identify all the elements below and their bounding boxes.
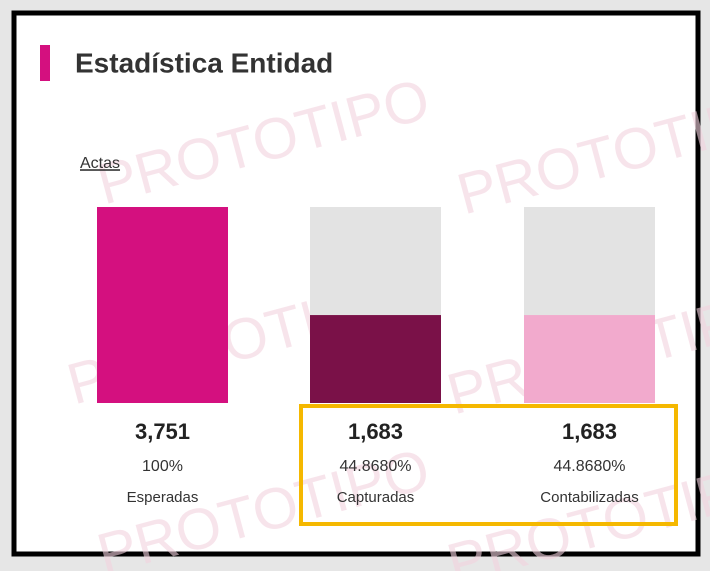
bar <box>524 315 655 403</box>
count-label: 1,683 <box>348 419 403 444</box>
percent-label: 44.8680% <box>553 458 625 475</box>
bar <box>97 207 228 403</box>
subtitle: Actas <box>80 155 120 172</box>
highlight-box <box>299 404 678 526</box>
category-label: Esperadas <box>127 489 199 506</box>
title: Estadística Entidad <box>75 47 333 78</box>
bar <box>310 315 441 403</box>
count-label: 3,751 <box>135 419 190 444</box>
percent-label: 100% <box>142 458 183 475</box>
category-label: Capturadas <box>337 489 415 506</box>
percent-label: 44.8680% <box>339 458 411 475</box>
category-label: Contabilizadas <box>540 489 638 506</box>
title-accent <box>40 45 50 81</box>
count-label: 1,683 <box>562 419 617 444</box>
